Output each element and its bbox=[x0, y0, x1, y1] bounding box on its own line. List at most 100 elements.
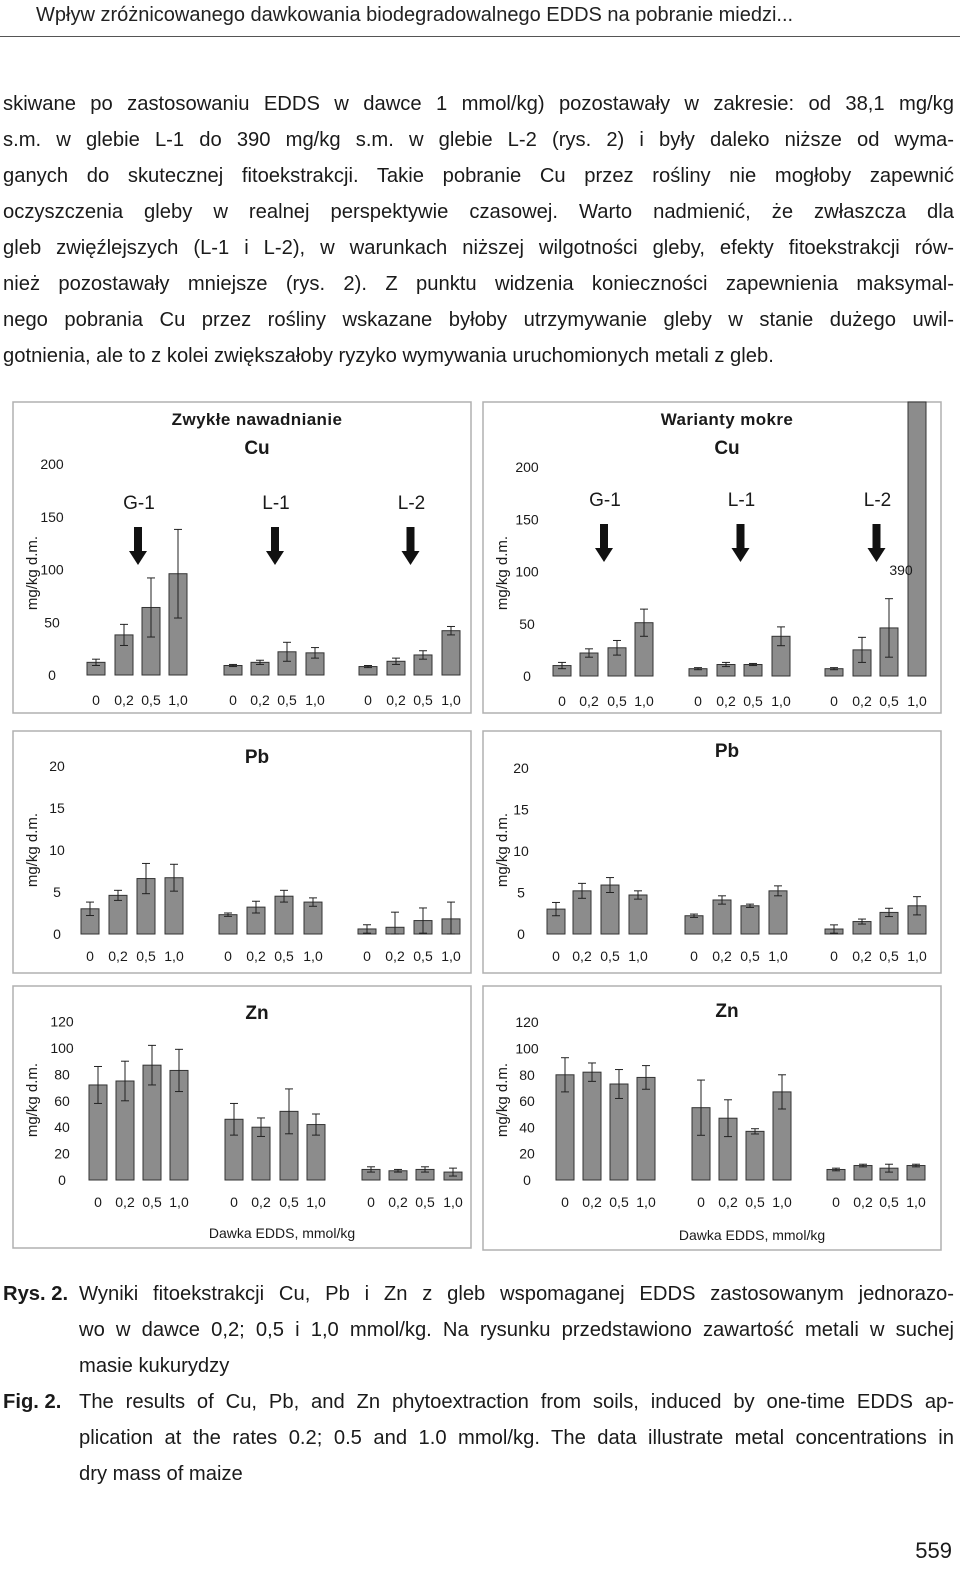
x-tick-label: 1,0 bbox=[772, 1194, 792, 1210]
body-line: nego pobrania Cu przez rośliny wskazane … bbox=[3, 309, 954, 331]
y-axis-label: mg/kg d.m. bbox=[494, 813, 511, 887]
x-tick-label: 0 bbox=[694, 693, 702, 709]
arrow-shaft bbox=[271, 527, 279, 551]
y-tick-label: 20 bbox=[519, 1146, 535, 1162]
bar bbox=[628, 894, 648, 935]
bar bbox=[108, 894, 128, 935]
x-axis-label: Dawka EDDS, mmol/kg bbox=[209, 1225, 355, 1241]
x-tick-label: 0,5 bbox=[879, 693, 899, 709]
x-tick-label: 0 bbox=[830, 948, 838, 964]
caption-label-en: Fig. 2. bbox=[3, 1391, 62, 1413]
y-tick-label: 150 bbox=[40, 509, 64, 525]
bar bbox=[441, 630, 461, 676]
y-tick-label: 50 bbox=[44, 614, 60, 630]
x-tick-label: 0,2 bbox=[852, 948, 872, 964]
y-tick-label: 100 bbox=[515, 1041, 539, 1057]
x-tick-label: 1,0 bbox=[306, 1194, 326, 1210]
x-tick-label: 0,5 bbox=[136, 948, 156, 964]
bar bbox=[740, 905, 760, 935]
caption-text-en: The results of Cu, Pb, and Zn phytoextra… bbox=[79, 1384, 954, 1492]
chart-title: Zn bbox=[715, 1001, 738, 1022]
x-tick-label: 1,0 bbox=[443, 1194, 463, 1210]
caption-label-pl: Rys. 2. bbox=[3, 1283, 69, 1305]
x-tick-label: 0 bbox=[552, 948, 560, 964]
arrow-head bbox=[731, 548, 750, 562]
caption-line: masie kukurydzy bbox=[79, 1355, 230, 1377]
x-tick-label: 1,0 bbox=[168, 692, 188, 708]
x-axis-label: Dawka EDDS, mmol/kg bbox=[679, 1227, 825, 1243]
panel-frame bbox=[482, 401, 942, 714]
x-tick-label: 0,5 bbox=[413, 692, 433, 708]
arrow-head bbox=[401, 551, 420, 565]
x-tick-label: 0 bbox=[690, 948, 698, 964]
group-label: G-1 bbox=[589, 490, 621, 511]
x-tick-label: 0,2 bbox=[114, 692, 134, 708]
x-tick-label: 0,2 bbox=[582, 1194, 602, 1210]
x-tick-label: 0,5 bbox=[743, 693, 763, 709]
bar bbox=[303, 901, 323, 935]
arrow-shaft bbox=[600, 524, 608, 548]
y-tick-label: 0 bbox=[517, 926, 525, 942]
bar bbox=[684, 915, 704, 935]
x-tick-label: 0 bbox=[229, 692, 237, 708]
x-tick-label: 0 bbox=[558, 693, 566, 709]
x-tick-label: 1,0 bbox=[907, 948, 927, 964]
y-tick-label: 0 bbox=[53, 926, 61, 942]
panel-frame bbox=[12, 730, 472, 974]
x-tick-label: 0,5 bbox=[740, 948, 760, 964]
x-tick-label: 0 bbox=[364, 692, 372, 708]
x-tick-label: 0,5 bbox=[274, 948, 294, 964]
body-line: s.m. w glebie L-1 do 390 mg/kg s.m. w gl… bbox=[3, 129, 954, 151]
x-tick-label: 0 bbox=[230, 1194, 238, 1210]
x-tick-label: 0 bbox=[224, 948, 232, 964]
x-tick-label: 0 bbox=[92, 692, 100, 708]
y-tick-label: 10 bbox=[49, 842, 65, 858]
x-tick-label: 0,5 bbox=[279, 1194, 299, 1210]
caption-text-pl: Wyniki fitoekstrakcji Cu, Pb i Zn z gleb… bbox=[79, 1276, 954, 1384]
arrow-head bbox=[266, 551, 284, 565]
x-tick-label: 0 bbox=[832, 1194, 840, 1210]
y-tick-label: 10 bbox=[513, 843, 529, 859]
arrow-head bbox=[867, 548, 886, 562]
bar bbox=[853, 1165, 873, 1181]
x-tick-label: 1,0 bbox=[303, 948, 323, 964]
y-tick-label: 5 bbox=[517, 885, 525, 901]
chart-title: Pb bbox=[715, 741, 739, 762]
x-tick-label: 1,0 bbox=[164, 948, 184, 964]
caption-line: Wyniki fitoekstrakcji Cu, Pb i Zn z gleb… bbox=[79, 1283, 954, 1305]
x-tick-label: 0,2 bbox=[718, 1194, 738, 1210]
group-label: L-1 bbox=[262, 493, 289, 514]
x-tick-label: 0,5 bbox=[745, 1194, 765, 1210]
x-tick-label: 0,2 bbox=[712, 948, 732, 964]
x-tick-label: 1,0 bbox=[305, 692, 325, 708]
x-tick-label: 0 bbox=[697, 1194, 705, 1210]
y-tick-label: 120 bbox=[50, 1014, 74, 1030]
arrow-shaft bbox=[406, 527, 415, 551]
panel-frame bbox=[12, 985, 472, 1249]
x-tick-label: 0 bbox=[363, 948, 371, 964]
x-tick-label: 0 bbox=[830, 693, 838, 709]
y-tick-label: 60 bbox=[519, 1093, 535, 1109]
bar bbox=[907, 401, 927, 677]
chart-panel-1: Zwykłe nawadnianie Cu mg/kg d.m. 0 50 100 150 2… bbox=[12, 401, 472, 714]
y-axis-label: mg/kg d.m. bbox=[24, 536, 41, 610]
y-tick-label: 20 bbox=[49, 758, 65, 774]
x-tick-label: 1,0 bbox=[634, 693, 654, 709]
x-tick-label: 0,5 bbox=[879, 1194, 899, 1210]
page-number: 559 bbox=[915, 1538, 952, 1563]
y-tick-label: 0 bbox=[523, 668, 531, 684]
y-tick-label: 15 bbox=[49, 800, 65, 816]
bar bbox=[745, 1130, 765, 1181]
caption-english: Fig. 2. The results of Cu, Pb, and Zn ph… bbox=[3, 1384, 954, 1492]
arrow-head bbox=[595, 548, 613, 562]
x-tick-label: 0,5 bbox=[141, 692, 161, 708]
x-tick-label: 0,5 bbox=[413, 948, 433, 964]
y-tick-label: 200 bbox=[40, 456, 64, 472]
y-axis-label: mg/kg d.m. bbox=[24, 1063, 41, 1137]
body-line: gotnienia, ale to z kolei zwiększałoby r… bbox=[3, 345, 774, 367]
x-tick-label: 0 bbox=[86, 948, 94, 964]
chart-title: Pb bbox=[245, 747, 269, 768]
figure-caption: Rys. 2. Wyniki fitoekstrakcji Cu, Pb i Z… bbox=[3, 1276, 954, 1492]
arrow-head bbox=[129, 551, 147, 565]
x-tick-label: 0,2 bbox=[852, 693, 872, 709]
